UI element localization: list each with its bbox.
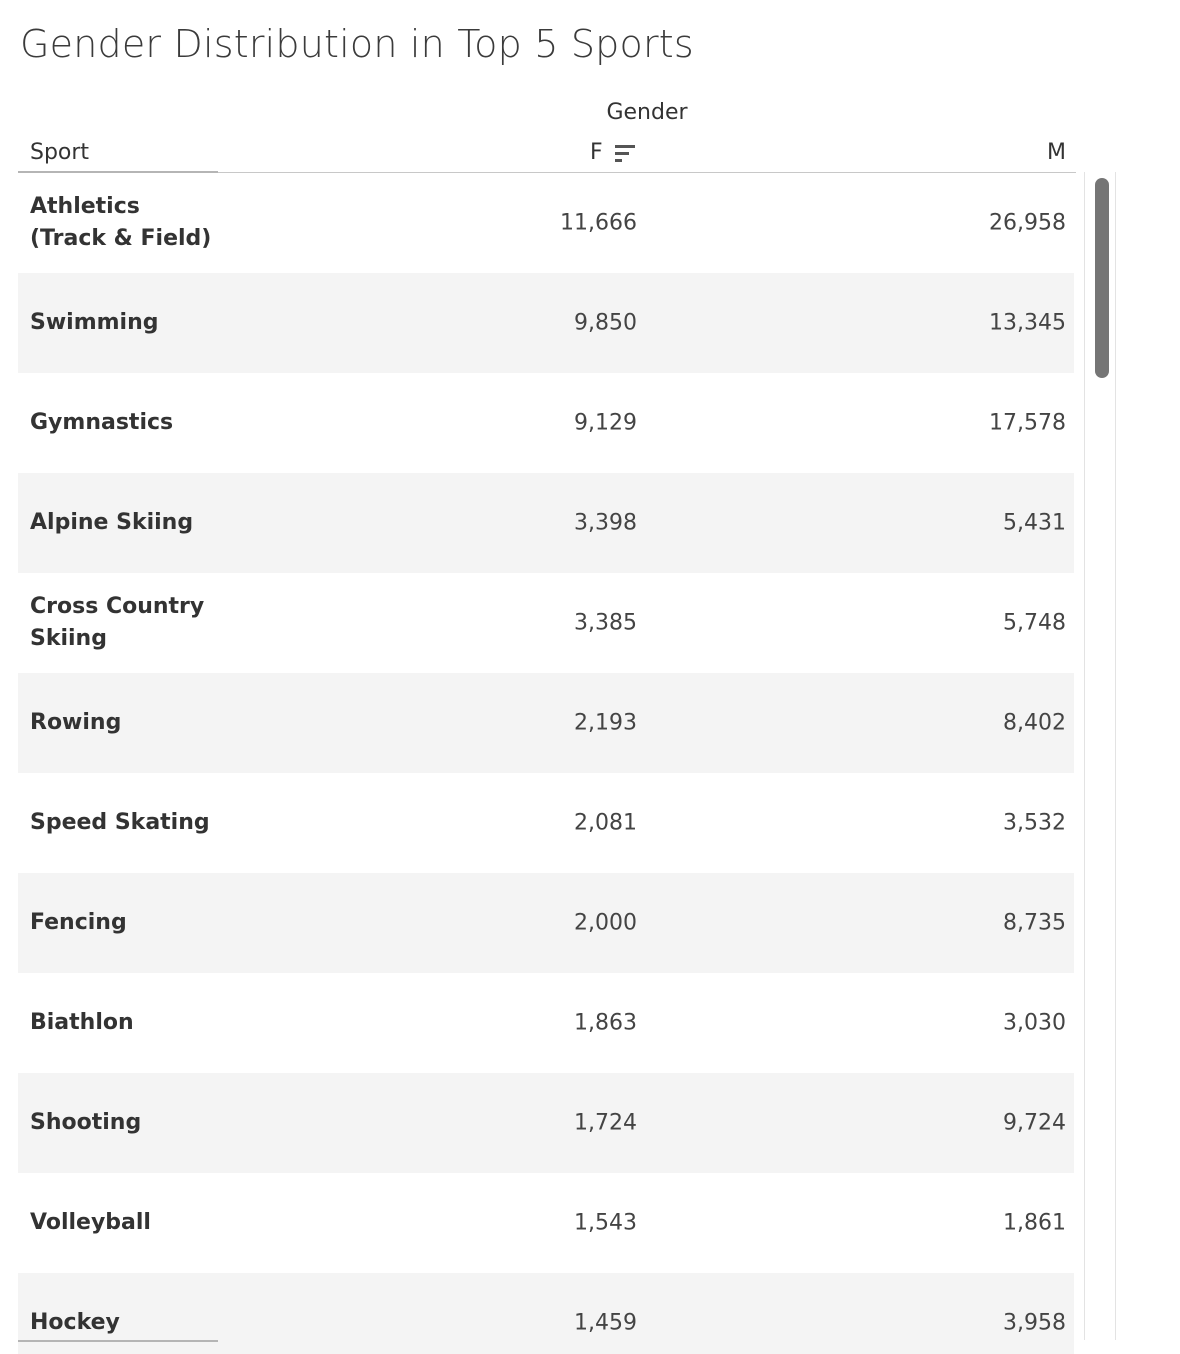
cell-m-value: 13,345 bbox=[989, 310, 1066, 336]
table-row[interactable]: Swimming 9,850 13,345 bbox=[18, 273, 1074, 373]
cell-sport: Swimming bbox=[30, 310, 159, 335]
cell-m-value: 26,958 bbox=[989, 210, 1066, 236]
column-header-m[interactable]: M bbox=[1047, 140, 1066, 165]
cell-f-value: 2,081 bbox=[574, 810, 637, 836]
table-row[interactable]: Hockey 1,459 3,958 bbox=[18, 1273, 1074, 1354]
cell-sport: Alpine Skiing bbox=[30, 510, 194, 535]
cell-sport: Hockey bbox=[30, 1310, 120, 1335]
cell-f-value: 2,000 bbox=[574, 910, 637, 936]
cell-m-value: 3,030 bbox=[1003, 1010, 1066, 1036]
header-divider bbox=[18, 172, 1076, 173]
chart-title: Gender Distribution in Top 5 Sports bbox=[20, 22, 694, 66]
cell-f-value: 9,129 bbox=[574, 410, 637, 436]
table-row[interactable]: Athletics (Track & Field) 11,666 26,958 bbox=[18, 173, 1074, 273]
table-row[interactable]: Cross Country Skiing 3,385 5,748 bbox=[18, 573, 1074, 673]
vertical-scrollbar[interactable] bbox=[1084, 172, 1116, 1340]
table-body: Athletics (Track & Field) 11,666 26,958 Swi… bbox=[18, 173, 1074, 1354]
table-row[interactable]: Shooting 1,724 9,724 bbox=[18, 1073, 1074, 1173]
cell-f-value: 3,398 bbox=[574, 510, 637, 536]
table-row[interactable]: Volleyball 1,543 1,861 bbox=[18, 1173, 1074, 1273]
cell-m-value: 5,748 bbox=[1003, 610, 1066, 636]
cell-sport: Fencing bbox=[30, 910, 127, 935]
column-group-header-gender: Gender bbox=[606, 100, 688, 125]
cell-f-value: 9,850 bbox=[574, 310, 637, 336]
table-row[interactable]: Biathlon 1,863 3,030 bbox=[18, 973, 1074, 1073]
cell-sport: Speed Skating bbox=[30, 810, 210, 835]
cell-m-value: 17,578 bbox=[989, 410, 1066, 436]
sport-column-bottom-divider bbox=[18, 1340, 218, 1342]
cell-m-value: 1,861 bbox=[1003, 1210, 1066, 1236]
cell-m-value: 8,735 bbox=[1003, 910, 1066, 936]
scrollbar-thumb[interactable] bbox=[1095, 178, 1109, 378]
column-header-sport[interactable]: Sport bbox=[30, 140, 90, 165]
cell-sport: Cross Country Skiing bbox=[30, 594, 205, 651]
table-row[interactable]: Alpine Skiing 3,398 5,431 bbox=[18, 473, 1074, 573]
cell-f-value: 1,543 bbox=[574, 1210, 637, 1236]
cell-m-value: 5,431 bbox=[1003, 510, 1066, 536]
table-row[interactable]: Fencing 2,000 8,735 bbox=[18, 873, 1074, 973]
sort-descending-icon[interactable] bbox=[614, 143, 635, 165]
table-row[interactable]: Speed Skating 2,081 3,532 bbox=[18, 773, 1074, 873]
cell-sport: Gymnastics bbox=[30, 410, 174, 435]
cell-sport: Volleyball bbox=[30, 1210, 151, 1235]
cell-m-value: 9,724 bbox=[1003, 1110, 1066, 1136]
table-row[interactable]: Rowing 2,193 8,402 bbox=[18, 673, 1074, 773]
cell-m-value: 8,402 bbox=[1003, 710, 1066, 736]
cell-f-value: 2,193 bbox=[574, 710, 637, 736]
cell-sport: Rowing bbox=[30, 710, 122, 735]
cell-sport: Athletics (Track & Field) bbox=[30, 194, 212, 251]
column-header-f-label: F bbox=[590, 140, 603, 165]
cell-sport: Biathlon bbox=[30, 1010, 134, 1035]
cell-f-value: 11,666 bbox=[560, 210, 637, 236]
table-row[interactable]: Gymnastics 9,129 17,578 bbox=[18, 373, 1074, 473]
sport-column-divider bbox=[18, 171, 218, 173]
cell-f-value: 1,459 bbox=[574, 1310, 637, 1336]
cell-f-value: 3,385 bbox=[574, 610, 637, 636]
cell-m-value: 3,532 bbox=[1003, 810, 1066, 836]
cell-f-value: 1,863 bbox=[574, 1010, 637, 1036]
column-header-f[interactable]: F bbox=[590, 140, 635, 165]
cell-f-value: 1,724 bbox=[574, 1110, 637, 1136]
cell-sport: Shooting bbox=[30, 1110, 142, 1135]
cell-m-value: 3,958 bbox=[1003, 1310, 1066, 1336]
